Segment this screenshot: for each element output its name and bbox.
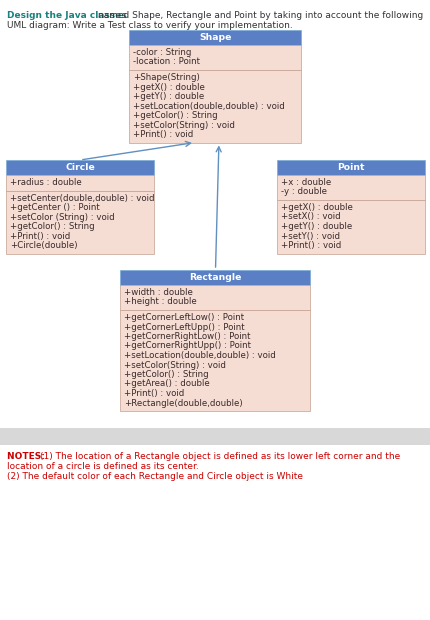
Text: +setCenter(double,double) : void: +setCenter(double,double) : void — [10, 193, 154, 203]
Text: +getCornerLeftLow() : Point: +getCornerLeftLow() : Point — [124, 313, 244, 322]
Text: +getColor() : String: +getColor() : String — [10, 222, 95, 231]
Text: +getY() : double: +getY() : double — [133, 92, 204, 101]
Text: +setLocation(double,double) : void: +setLocation(double,double) : void — [124, 351, 276, 360]
Text: +getCornerRightLow() : Point: +getCornerRightLow() : Point — [124, 332, 250, 341]
Text: +getCornerRightUpp() : Point: +getCornerRightUpp() : Point — [124, 342, 251, 350]
Text: named Shape, Rectangle and Point by taking into account the following: named Shape, Rectangle and Point by taki… — [95, 11, 422, 20]
Bar — [0, 428, 430, 445]
Text: (1) The location of a Rectangle object is defined as its lower left corner and t: (1) The location of a Rectangle object i… — [40, 452, 399, 461]
Text: +getArea() : double: +getArea() : double — [124, 379, 210, 389]
Text: +getColor() : String: +getColor() : String — [124, 370, 209, 379]
Bar — [276, 160, 424, 175]
Bar — [6, 175, 154, 190]
Text: +getCornerLeftUpp() : Point: +getCornerLeftUpp() : Point — [124, 322, 245, 332]
Text: +Rectangle(double,double): +Rectangle(double,double) — [124, 399, 243, 407]
Text: +Shape(String): +Shape(String) — [133, 73, 200, 82]
Bar — [120, 270, 310, 285]
Text: +setX() : void: +setX() : void — [280, 213, 340, 221]
Text: +getCenter () : Point: +getCenter () : Point — [10, 203, 99, 212]
Text: (2) The default color of each Rectangle and Circle object is White: (2) The default color of each Rectangle … — [7, 472, 302, 481]
Text: +height : double: +height : double — [124, 298, 197, 306]
Text: +radius : double: +radius : double — [10, 178, 82, 187]
Text: +setLocation(double,double) : void: +setLocation(double,double) : void — [133, 102, 285, 110]
Text: +width : double: +width : double — [124, 288, 193, 297]
Bar — [129, 45, 301, 70]
Text: Design the Java classes: Design the Java classes — [7, 11, 126, 20]
Text: +Print() : void: +Print() : void — [124, 389, 184, 398]
Text: +setColor(String) : void: +setColor(String) : void — [124, 360, 226, 370]
Bar — [6, 160, 154, 175]
Text: UML diagram: Write a Test class to verify your implementation.: UML diagram: Write a Test class to verif… — [7, 21, 292, 30]
Text: -location : Point: -location : Point — [133, 58, 200, 66]
Bar — [129, 70, 301, 143]
Text: Point: Point — [336, 163, 364, 172]
Bar — [120, 285, 310, 310]
Bar — [276, 175, 424, 200]
Text: +getX() : double: +getX() : double — [280, 203, 352, 212]
Text: location of a circle is defined as its center.: location of a circle is defined as its c… — [7, 462, 198, 471]
Text: +Print() : void: +Print() : void — [280, 241, 341, 250]
Text: +Print() : void: +Print() : void — [10, 231, 70, 241]
Text: +getY() : double: +getY() : double — [280, 222, 351, 231]
Text: +getColor() : String: +getColor() : String — [133, 111, 218, 120]
Text: Circle: Circle — [65, 163, 95, 172]
Text: -color : String: -color : String — [133, 48, 191, 57]
Text: +setColor (String) : void: +setColor (String) : void — [10, 213, 114, 221]
Text: -y : double: -y : double — [280, 187, 326, 197]
Text: +x : double: +x : double — [280, 178, 331, 187]
Text: +Print() : void: +Print() : void — [133, 130, 194, 139]
Bar — [6, 190, 154, 254]
Text: +Circle(double): +Circle(double) — [10, 241, 77, 250]
Text: +getX() : double: +getX() : double — [133, 82, 205, 92]
Text: Shape: Shape — [199, 33, 231, 42]
Text: Rectangle: Rectangle — [189, 273, 241, 282]
Bar — [120, 310, 310, 411]
Text: +setColor(String) : void: +setColor(String) : void — [133, 120, 235, 130]
Bar — [129, 30, 301, 45]
Text: NOTES:: NOTES: — [7, 452, 48, 461]
Bar — [276, 200, 424, 254]
Text: +setY() : void: +setY() : void — [280, 231, 339, 241]
